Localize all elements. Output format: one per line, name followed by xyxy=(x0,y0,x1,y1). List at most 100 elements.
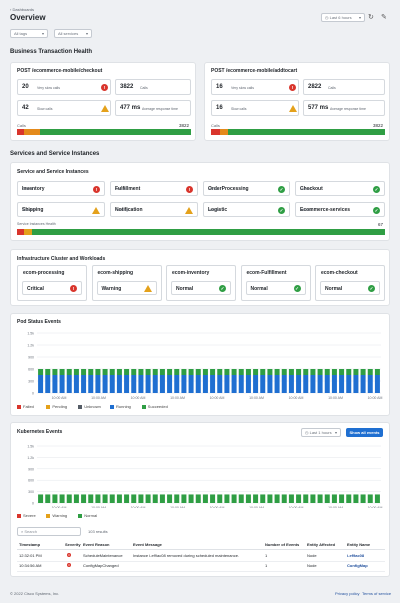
workload-tile[interactable]: ecom-shipping Warning xyxy=(91,265,162,301)
workload-name: ecom-inventory xyxy=(172,270,210,276)
column-header[interactable]: Entity Affected xyxy=(307,542,336,547)
service-tile[interactable]: Notification Warning xyxy=(110,202,198,217)
bar-succeeded xyxy=(253,369,259,375)
column-header[interactable]: Number of Events xyxy=(265,542,300,547)
workload-name: ecom-checkout xyxy=(321,270,358,276)
service-tile[interactable]: Inventory Critical! xyxy=(17,181,105,196)
infra-panel: Infrastructure Cluster and Workloads eco… xyxy=(10,249,390,306)
bar-normal xyxy=(145,494,151,503)
k8s-search-input[interactable]: ⌕ Search xyxy=(17,527,81,536)
avg-response-box[interactable]: 477 ms Average response time xyxy=(115,100,191,116)
table-cell: Node xyxy=(307,553,317,558)
legend-item[interactable]: Severe xyxy=(17,513,36,518)
service-tile[interactable]: Logistic Normal ✓ xyxy=(203,202,290,217)
bar-normal xyxy=(66,494,72,503)
bar-running xyxy=(138,375,144,393)
chevron-down-icon: ▾ xyxy=(85,31,88,36)
bar-succeeded xyxy=(238,369,244,375)
transaction-card-addtocart[interactable]: POST /ecommerce-mobile/addtocart 16 Very… xyxy=(204,62,390,141)
bar-succeeded xyxy=(353,369,359,375)
calls-box[interactable]: 3822 Calls xyxy=(115,79,191,95)
back-link-label: Dashboards xyxy=(12,7,35,12)
column-header[interactable]: Severity xyxy=(65,542,81,547)
slow-calls-box[interactable]: 42 Slow calls xyxy=(17,100,111,116)
avg-response-box[interactable]: 577 ms Average response time xyxy=(303,100,385,116)
back-link[interactable]: ‹ Dashboards xyxy=(10,7,34,12)
table-row[interactable]: 12:32:01 PM × ScheduleMaintenance Instance … xyxy=(11,553,391,562)
bar-normal xyxy=(274,494,280,503)
bar-running xyxy=(303,375,309,393)
workload-tile[interactable]: ecom-inventory Normal ✓ xyxy=(166,265,236,301)
privacy-policy-link[interactable]: Privacy policy xyxy=(335,591,360,596)
legend-item[interactable]: Normal xyxy=(78,513,97,518)
slow-label: Slow calls xyxy=(231,107,247,111)
workload-tile[interactable]: ecom-checkout Normal ✓ xyxy=(315,265,385,301)
bar-running xyxy=(238,375,244,393)
workload-tile[interactable]: ecom-processing Critical! xyxy=(17,265,87,301)
column-header[interactable]: Event Reason xyxy=(83,542,110,547)
pod-events-panel: Pod Status Events 1.5k 1.2k 900 600 300 0 10:0… xyxy=(10,313,390,416)
very-slow-calls-box[interactable]: 20 Very slow calls ! xyxy=(17,79,111,95)
transaction-card-checkout[interactable]: POST /ecommerce-mobile/checkout 20 Very … xyxy=(10,62,196,141)
y-tick-label: 0 xyxy=(32,392,34,396)
services-panel: Service and Service Instances Inventory C… xyxy=(10,162,390,241)
calls-box[interactable]: 2822 Calls xyxy=(303,79,385,95)
entity-link[interactable]: i-ef9ac08 xyxy=(347,553,365,558)
bar-normal xyxy=(317,494,323,503)
bar-normal xyxy=(253,494,259,503)
bar-succeeded xyxy=(202,369,208,375)
service-tile[interactable]: Ecommerce-services Normal ✓ xyxy=(295,202,385,217)
legend-item[interactable]: Warning xyxy=(46,513,67,518)
bar-succeeded xyxy=(116,369,122,375)
show-all-events-button[interactable]: Show all events xyxy=(346,428,383,437)
calls-label: Calls xyxy=(328,86,336,90)
bar-normal xyxy=(152,494,158,503)
k8s-events-chart: 1.5k 1.2k 900 600 300 0 10:00 AM 10:00 AM 10:00 … xyxy=(27,445,382,509)
x-tick-label: 10:00 AM xyxy=(170,506,185,508)
slow-count: 16 xyxy=(216,105,223,111)
service-tile[interactable]: Fulfillment Critical! xyxy=(110,181,198,196)
service-name: Fulfillment xyxy=(115,186,141,192)
legend-swatch xyxy=(46,404,51,409)
service-tile[interactable]: Checkout Normal ✓ xyxy=(295,181,385,196)
copyright: © 2022 Cisco Systems, Inc. xyxy=(10,591,60,596)
service-name: Notification xyxy=(115,207,143,213)
column-header[interactable]: Entity Name xyxy=(347,542,371,547)
column-header[interactable]: Event Message xyxy=(133,542,162,547)
results-count: 103 results xyxy=(88,529,108,534)
bar-running xyxy=(124,375,130,393)
chevron-down-icon: ▾ xyxy=(334,430,337,435)
table-cell: 1 xyxy=(265,563,268,568)
bar-normal xyxy=(346,494,352,503)
table-row[interactable]: 10:34:56 AM × ConfigMapChanged 1 Node ConfigM… xyxy=(11,563,391,572)
workload-tile[interactable]: ecom-Fulfillment Normal ✓ xyxy=(240,265,311,301)
column-header[interactable]: Timestamp xyxy=(19,542,41,547)
service-tile[interactable]: Shipping Warning xyxy=(17,202,105,217)
legend-item[interactable]: Unknown xyxy=(78,404,101,409)
bar-running xyxy=(360,375,366,393)
legend-label: Unknown xyxy=(84,404,101,409)
workload-status-box: Normal ✓ xyxy=(245,281,306,295)
legend-item[interactable]: Pending xyxy=(46,404,67,409)
k8s-time-range-select[interactable]: ◷ Last 1 hours ▾ xyxy=(301,428,341,437)
bar-normal xyxy=(109,494,115,503)
legend-item[interactable]: Succeeded xyxy=(141,404,168,409)
terms-of-service-link[interactable]: Terms of service xyxy=(362,591,392,596)
legend-label: Succeeded xyxy=(147,404,168,409)
bar-running xyxy=(59,375,65,393)
time-range-select[interactable]: ◷ Last 6 hours ▾ xyxy=(321,13,365,22)
slow-calls-box[interactable]: 16 Slow calls xyxy=(211,100,299,116)
bar-normal xyxy=(95,494,101,503)
legend-item[interactable]: Failed xyxy=(17,404,34,409)
entity-link[interactable]: ConfigMap xyxy=(347,563,368,568)
bar-running xyxy=(73,375,79,393)
edit-icon[interactable]: ✎ xyxy=(381,14,387,21)
very-slow-calls-box[interactable]: 16 Very slow calls ! xyxy=(211,79,299,95)
tags-filter[interactable]: All tags ▾ xyxy=(10,29,48,38)
legend-item[interactable]: Running xyxy=(110,404,131,409)
service-tile[interactable]: OrderProcessing Normal ✓ xyxy=(203,181,290,196)
services-filter[interactable]: All services ▾ xyxy=(54,29,92,38)
avg-value: 477 ms xyxy=(120,105,141,111)
y-tick-label: 1.5k xyxy=(27,332,34,336)
refresh-icon[interactable]: ↻ xyxy=(368,14,374,21)
